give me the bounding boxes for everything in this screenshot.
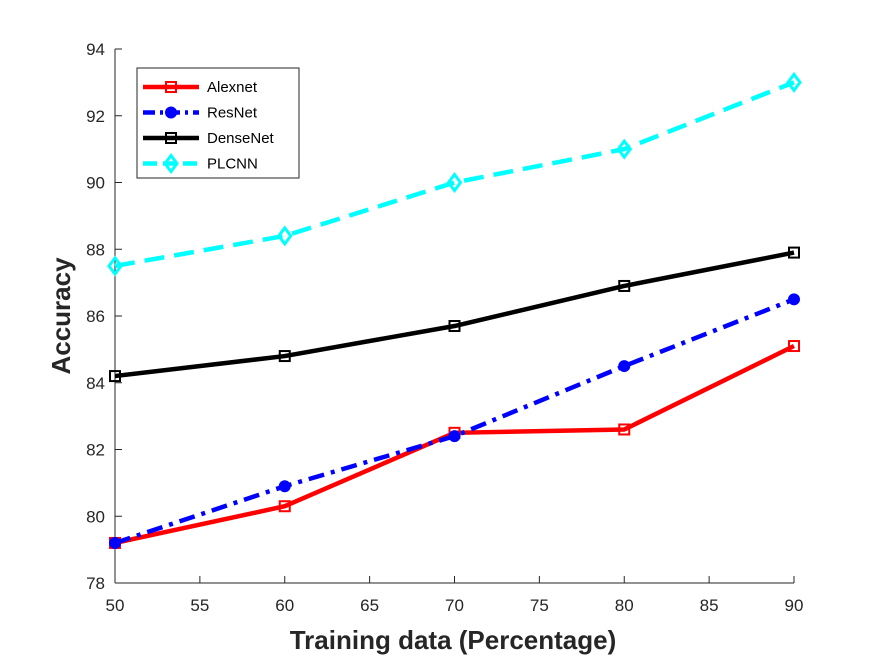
- data-point-plcnn: [276, 225, 293, 247]
- data-point-densenet: [788, 246, 800, 259]
- data-point-resnet: [618, 360, 631, 373]
- series-line-plcnn: [114, 80, 795, 269]
- x-tick-label: 90: [785, 596, 804, 615]
- legend-marker-plcnn: [163, 153, 179, 174]
- y-tick-label: 84: [86, 374, 105, 393]
- data-point-plcnn: [446, 172, 463, 193]
- x-axis-title: Training data (Percentage): [290, 625, 617, 655]
- series-plcnn: [107, 71, 802, 277]
- legend-label-densenet: DenseNet: [207, 130, 275, 147]
- y-tick-label: 94: [86, 40, 105, 59]
- x-tick-label: 85: [700, 596, 719, 615]
- y-tick-label: 78: [86, 574, 105, 593]
- y-tick-label: 88: [86, 240, 105, 259]
- axes: 50 55 60 65 70 75 80 85 90 78 80 82 84 86 88 90 92 94: [86, 40, 803, 615]
- x-tick-label: 70: [445, 596, 464, 615]
- data-point-resnet: [788, 293, 800, 306]
- x-tick-label: 60: [275, 596, 294, 615]
- series-densenet: [109, 246, 800, 383]
- series-line-densenet: [114, 250, 795, 379]
- series-line-resnet: [114, 297, 795, 546]
- data-point-alexnet: [788, 340, 800, 353]
- data-point-plcnn: [107, 255, 123, 277]
- x-tick-label: 50: [106, 596, 125, 615]
- data-point-resnet: [109, 536, 121, 549]
- data-point-alexnet: [618, 423, 631, 436]
- y-axis-title: Accuracy: [46, 257, 76, 375]
- data-point-plcnn: [786, 71, 802, 93]
- x-tick-label: 55: [190, 596, 209, 615]
- y-tick-label: 86: [86, 307, 105, 326]
- data-point-densenet: [448, 320, 461, 333]
- x-tick-label: 65: [360, 596, 379, 615]
- legend-marker-alexnet: [165, 81, 177, 93]
- series-line-alexnet: [114, 344, 795, 546]
- x-tick-label: 75: [530, 596, 549, 615]
- data-point-alexnet: [278, 500, 291, 513]
- legend-marker-resnet: [165, 106, 177, 119]
- data-point-plcnn: [616, 138, 633, 160]
- x-tick-label: 80: [615, 596, 634, 615]
- y-tick-label: 92: [86, 107, 105, 126]
- legend-label-alexnet: Alexnet: [207, 79, 258, 96]
- data-point-densenet: [109, 370, 121, 383]
- legend-marker-densenet: [165, 132, 177, 144]
- data-point-densenet: [618, 279, 631, 292]
- legend-label-plcnn: PLCNN: [207, 156, 258, 173]
- data-point-resnet: [278, 480, 291, 493]
- y-tick-label: 82: [86, 441, 105, 460]
- y-tick-label: 80: [86, 507, 105, 526]
- legend-label-resnet: ResNet: [207, 105, 258, 122]
- series-resnet: [109, 293, 800, 549]
- series-layer: [107, 71, 802, 549]
- data-point-densenet: [278, 350, 291, 363]
- y-tick-label: 90: [86, 174, 105, 193]
- data-point-resnet: [448, 430, 461, 443]
- legend: Alexnet ResNet DenseNet PLCNN: [136, 67, 300, 179]
- series-alexnet: [109, 340, 800, 549]
